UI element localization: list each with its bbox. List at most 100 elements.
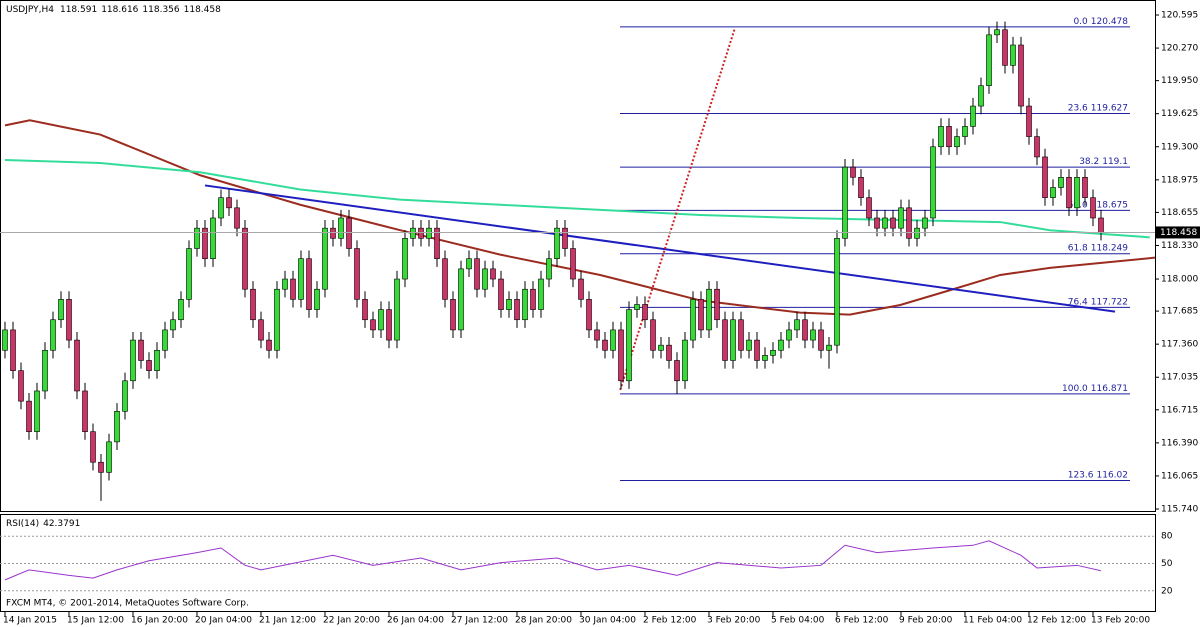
candle-body <box>426 227 432 239</box>
y-tick-label: 118.975 <box>1161 175 1198 185</box>
current-price-box <box>1156 226 1200 239</box>
candle-body <box>394 278 400 341</box>
fib-price-label: 117.722 <box>1091 297 1128 307</box>
candle-body <box>778 339 784 351</box>
candle-body <box>218 197 224 219</box>
candle-body <box>274 288 280 351</box>
candle-body <box>458 268 464 331</box>
y-tick-label: 116.715 <box>1161 405 1198 415</box>
x-tick-label: 12 Feb 12:00 <box>1027 616 1086 626</box>
candle-body <box>930 146 936 219</box>
candle-body <box>202 227 208 259</box>
candle-body <box>522 288 528 321</box>
candle-body <box>410 227 416 239</box>
candle-body <box>10 329 16 371</box>
x-tick-label: 15 Jan 12:00 <box>67 616 124 626</box>
y-tick-label: 118.000 <box>1161 275 1198 285</box>
candle-body <box>538 278 544 310</box>
chart-header: USDJPY,H4 118.591 118.616 118.356 118.458 <box>6 5 221 15</box>
y-tick-label: 119.950 <box>1161 76 1198 86</box>
y-tick-label: 117.685 <box>1161 307 1198 317</box>
candle-body <box>346 217 352 249</box>
candle-body <box>874 217 880 229</box>
fib-label: 23.6 119.627 <box>1068 103 1128 113</box>
y-tick-label: 119.625 <box>1161 109 1198 119</box>
candle-body <box>194 227 200 249</box>
candle-body <box>906 207 912 239</box>
candle-body <box>138 339 144 361</box>
y-tick-label: 119.300 <box>1161 142 1198 152</box>
candle-body <box>418 227 424 239</box>
candle-body <box>1090 197 1096 219</box>
candle-body <box>618 329 624 382</box>
candle-body <box>290 278 296 300</box>
candle-body <box>1098 217 1104 233</box>
candle-body <box>362 299 368 321</box>
candle-body <box>306 258 312 310</box>
candle-body <box>42 349 48 392</box>
candle-body <box>442 258 448 300</box>
candle-body <box>338 217 344 239</box>
fib-level-label: 38.2 <box>1079 157 1099 167</box>
candle-body <box>794 319 800 331</box>
candle-body <box>970 105 976 127</box>
candle-body <box>842 166 848 239</box>
candle-body <box>498 278 504 310</box>
candle-body <box>698 299 704 331</box>
candle-body <box>530 288 536 310</box>
x-tick-label: 13 Feb 20:00 <box>1091 616 1150 626</box>
x-tick-label: 6 Feb 12:00 <box>835 616 889 626</box>
fib-level-label: 23.6 <box>1068 103 1088 113</box>
x-tick-label: 9 Feb 20:00 <box>899 616 953 626</box>
y-tick-label: 120.595 <box>1161 11 1198 21</box>
candle-body <box>962 126 968 137</box>
fib-level-label: 123.6 <box>1068 470 1094 480</box>
fib-price-label: 120.478 <box>1091 16 1128 26</box>
x-tick-label: 21 Jan 12:00 <box>259 616 316 626</box>
candle-body <box>658 344 664 351</box>
candle-body <box>178 299 184 321</box>
candle-body <box>714 288 720 321</box>
y-tick-label: 117.035 <box>1161 373 1198 383</box>
candle-body <box>50 319 56 351</box>
candle-body <box>314 288 320 310</box>
indicator-line <box>204 184 1116 313</box>
candle-body <box>1074 176 1080 209</box>
fib-price-label: 119.627 <box>1091 103 1128 113</box>
candle-body <box>890 217 896 229</box>
fib-level-label: 76.4 <box>1068 297 1088 307</box>
candle-body <box>578 278 584 300</box>
candle-body <box>282 278 288 290</box>
candle-body <box>378 309 384 331</box>
quote-high: 118.616 <box>101 5 138 15</box>
candle-body <box>450 299 456 331</box>
candle-body <box>106 441 112 473</box>
candle-body <box>746 339 752 351</box>
candle-body <box>1050 187 1056 198</box>
y-tick-label: 118.655 <box>1161 208 1198 218</box>
current-price-label: 118.458 <box>1160 228 1197 238</box>
candle-body <box>250 288 256 321</box>
candle-body <box>722 319 728 361</box>
candle-body <box>26 400 32 432</box>
main-panel-frame <box>0 0 1156 512</box>
y-tick-label: 117.360 <box>1161 340 1198 350</box>
candle-body <box>810 329 816 341</box>
candle-body <box>586 299 592 331</box>
candle-body <box>490 268 496 280</box>
candle-body <box>610 329 616 351</box>
candle-body <box>82 390 88 432</box>
candle-body <box>58 299 64 321</box>
candle-body <box>146 360 152 371</box>
candle-body <box>234 207 240 229</box>
candle-body <box>570 248 576 280</box>
candle-body <box>562 227 568 249</box>
fib-price-label: 118.675 <box>1091 200 1128 210</box>
candle-body <box>130 339 136 382</box>
x-tick-label: 16 Jan 20:00 <box>131 616 188 626</box>
x-tick-label: 14 Jan 2015 <box>3 616 57 626</box>
candle-body <box>850 166 856 178</box>
x-tick-label: 5 Feb 04:00 <box>771 616 825 626</box>
